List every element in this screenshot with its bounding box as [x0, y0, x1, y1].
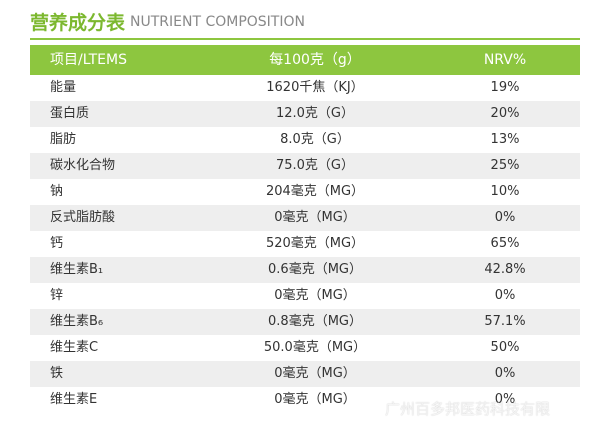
table-cell: 0毫克（MG）	[274, 366, 356, 381]
header-row: 项目/LTEMS 每100克（g） NRV%	[30, 45, 580, 75]
table-cell: 钠	[50, 184, 64, 199]
subtitle: NUTRIENT COMPOSITION	[130, 14, 305, 30]
table-cell: 维生素B₆	[50, 314, 104, 329]
header-cell: 项目/LTEMS	[50, 52, 127, 68]
table-cell: 50%	[490, 340, 520, 355]
table-cell: 维生素E	[50, 392, 98, 407]
table-cell: 能量	[50, 80, 77, 95]
table-cell: 75.0克（G）	[275, 158, 355, 173]
table-cell: 0毫克（MG）	[274, 392, 356, 407]
table-cell: 204毫克（MG）	[265, 184, 365, 199]
table-cell: 20%	[490, 106, 520, 121]
table-row: 钠 204毫克（MG） 10%	[30, 179, 580, 205]
table-row: 脂肪 8.0克（G） 13%	[30, 127, 580, 153]
table-cell: 13%	[490, 132, 520, 147]
header-cell: 每100克（g）	[269, 52, 361, 68]
table-cell: 8.0克（G）	[280, 132, 350, 147]
table-cell: 0.8毫克（MG）	[268, 314, 362, 329]
table-cell: 19%	[490, 80, 520, 95]
table-cell: 25%	[490, 158, 520, 173]
header-cell: NRV%	[483, 52, 527, 68]
table-cell: 反式脂肪酸	[50, 210, 116, 225]
table-cell: 42.8%	[484, 262, 526, 277]
table-cell: 锌	[50, 288, 64, 303]
table-row: 铁 0毫克（MG） 0%	[30, 361, 580, 387]
table-cell: 蛋白质	[50, 106, 90, 121]
nutrition-table: 项目/LTEMS 每100克（g） NRV% 能量 1620千焦（KJ） 19% 蛋白质 12…	[30, 45, 580, 413]
table-cell: 0%	[494, 366, 516, 381]
table-row: 锌 0毫克（MG） 0%	[30, 283, 580, 309]
table-row: 能量 1620千焦（KJ） 19%	[30, 75, 580, 101]
table-cell: 50.0毫克（MG）	[263, 340, 367, 355]
table-row: 钙 520毫克（MG） 65%	[30, 231, 580, 257]
table-cell: 铁	[50, 366, 64, 381]
table-row: 反式脂肪酸 0毫克（MG） 0%	[30, 205, 580, 231]
table-cell: 0%	[494, 392, 516, 407]
table-cell: 钙	[50, 236, 64, 251]
table-cell: 0.6毫克（MG）	[268, 262, 362, 277]
table-cell: 0%	[494, 210, 516, 225]
table-cell: 0毫克（MG）	[274, 288, 356, 303]
table-cell: 57.1%	[484, 314, 526, 329]
table-cell: 脂肪	[50, 132, 77, 147]
table-row: 蛋白质 12.0克（G） 20%	[30, 101, 580, 127]
table-cell: 0毫克（MG）	[274, 210, 356, 225]
divider	[30, 38, 580, 40]
table-cell: 碳水化合物	[50, 158, 116, 173]
table-row: 维生素B₆ 0.8毫克（MG） 57.1%	[30, 309, 580, 335]
table-cell: 12.0克（G）	[275, 106, 355, 121]
table-cell: 维生素B₁	[50, 262, 104, 277]
table-cell: 10%	[490, 184, 520, 199]
table-cell: 0%	[494, 288, 516, 303]
table-cell: 65%	[490, 236, 520, 251]
watermark: 广州百多邦医药科技有限	[385, 400, 551, 418]
title: 营养成分表	[30, 12, 126, 34]
table-cell: 520毫克（MG）	[265, 236, 365, 251]
table-row: 碳水化合物 75.0克（G） 25%	[30, 153, 580, 179]
table-cell: 维生素C	[50, 340, 99, 355]
table-cell: 1620千焦（KJ）	[266, 80, 364, 95]
table-row: 维生素C 50.0毫克（MG） 50%	[30, 335, 580, 361]
table-row: 维生素B₁ 0.6毫克（MG） 42.8%	[30, 257, 580, 283]
table-row: 维生素E 0毫克（MG） 0%	[30, 387, 580, 413]
